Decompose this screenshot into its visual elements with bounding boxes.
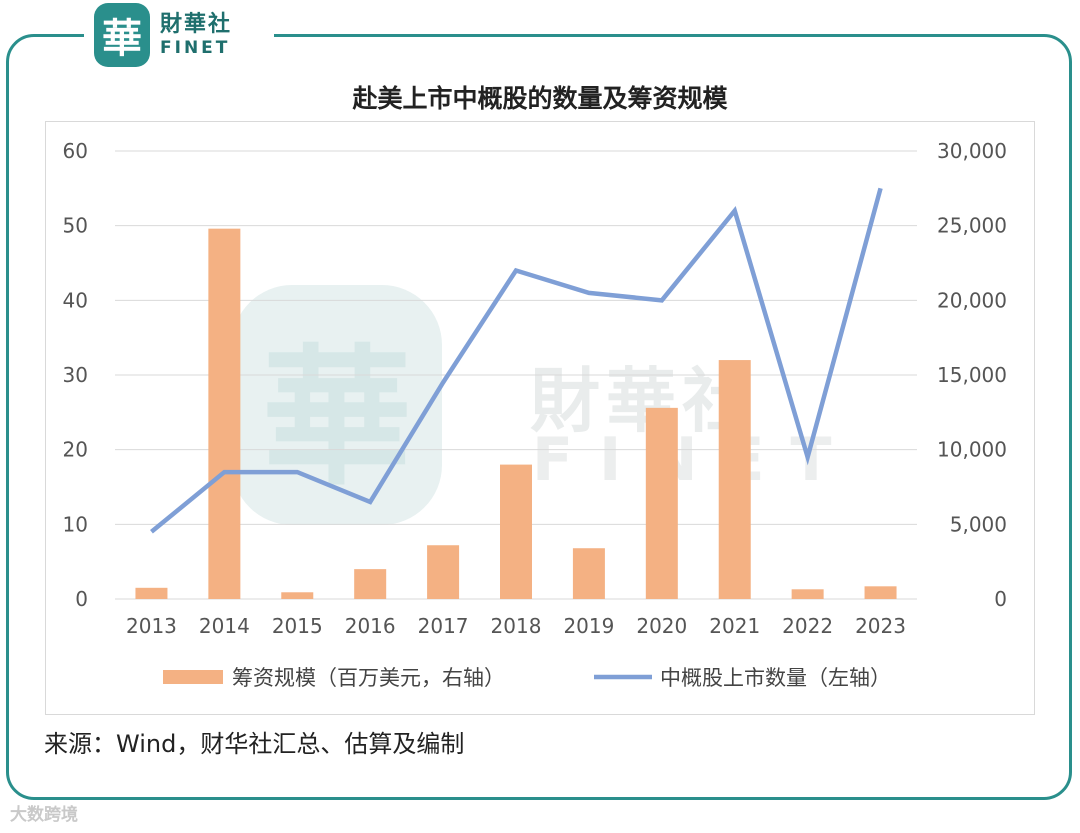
left-tick-label: 0: [75, 587, 88, 611]
right-tick-label: 25,000: [937, 214, 1007, 238]
x-tick-label: 2013: [126, 614, 177, 638]
logo-seal: 華: [94, 3, 150, 67]
left-tick-label: 60: [63, 139, 88, 163]
x-tick-label: 2017: [418, 614, 469, 638]
right-tick-label: 5,000: [950, 512, 1007, 536]
left-tick-label: 30: [63, 363, 88, 387]
bar-2021: [718, 360, 751, 599]
line-series-listings: [150, 187, 883, 534]
source-note: 来源：Wind，财华社汇总、估算及编制: [44, 730, 465, 758]
legend-label-line: 中概股上市数量（左轴）: [660, 666, 891, 690]
x-tick-label: 2023: [855, 614, 906, 638]
left-tick-label: 40: [63, 288, 88, 312]
left-tick-label: 20: [63, 438, 88, 462]
legend-label-bar: 筹资规模（百万美元，右轴）: [232, 666, 505, 690]
x-tick-label: 2014: [199, 614, 250, 638]
watermark-en: FINET: [532, 425, 858, 495]
watermark-seal: 華: [232, 285, 442, 525]
right-tick-label: 10,000: [937, 438, 1007, 462]
bar-2017: [427, 545, 460, 599]
bar-2015: [281, 592, 314, 599]
x-tick-label: 2016: [345, 614, 396, 638]
left-tick-label: 50: [63, 214, 88, 238]
bar-2019: [572, 548, 605, 599]
right-tick-label: 15,000: [937, 363, 1007, 387]
right-tick-label: 0: [994, 587, 1007, 611]
bar-2022: [791, 589, 824, 599]
logo-name-en: FINET: [160, 37, 231, 58]
bar-2023: [864, 586, 897, 599]
x-tick-label: 2015: [272, 614, 323, 638]
bar-2016: [354, 569, 387, 599]
bar-2020: [645, 407, 678, 599]
x-tick-label: 2021: [709, 614, 760, 638]
left-tick-label: 10: [63, 512, 88, 536]
finet-logo: 華 財華社 FINET: [84, 0, 274, 70]
bar-2018: [500, 464, 532, 599]
legend-swatch-bar: [163, 670, 223, 684]
watermark-cn: 財華社: [530, 360, 758, 442]
x-tick-label: 2018: [491, 614, 542, 638]
bar-2014: [208, 228, 241, 600]
right-tick-label: 30,000: [937, 139, 1007, 163]
logo-name-cn: 財華社: [160, 11, 233, 37]
footer-watermark: 大数跨境: [10, 805, 78, 825]
plot-area: [45, 121, 1035, 715]
chart-title: 赴美上市中概股的数量及筹资规模: [352, 84, 728, 113]
x-tick-label: 2019: [563, 614, 614, 638]
x-tick-label: 2020: [636, 614, 687, 638]
right-tick-label: 20,000: [937, 288, 1007, 312]
bar-2013: [135, 587, 168, 599]
x-tick-label: 2022: [782, 614, 833, 638]
